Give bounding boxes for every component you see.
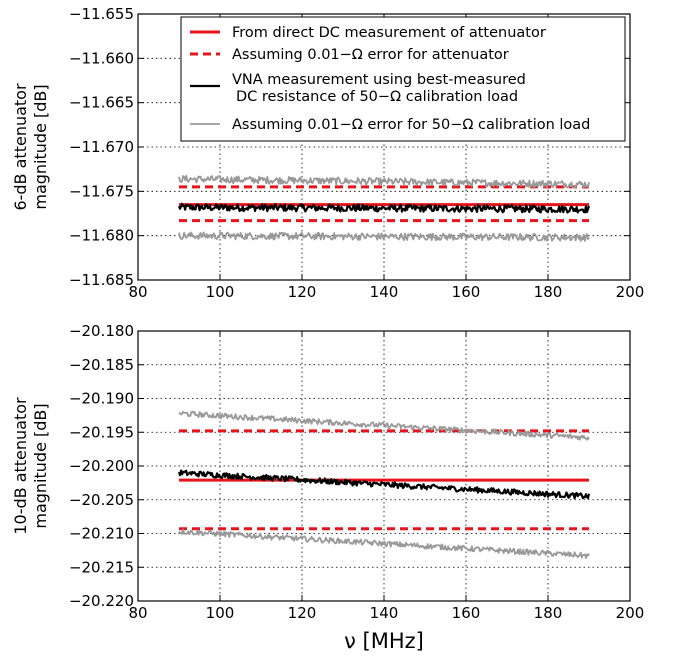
x-tick-label: 120 <box>288 283 317 301</box>
series-line <box>178 528 590 559</box>
y-tick-label: −20.200 <box>69 457 134 475</box>
y-tick-label: −20.210 <box>69 525 134 543</box>
legend-label: VNA measurement using best-measured <box>232 72 526 88</box>
top-panel-6db: 80 100 120 140 160 180 200 −11.655 −11.660 −11.66… <box>11 5 644 301</box>
x-tick-label: 200 <box>616 283 645 301</box>
y-tick-label: −11.670 <box>69 138 134 156</box>
series-line <box>178 174 590 189</box>
x-tick-label: 200 <box>616 604 645 622</box>
x-tick-label: 180 <box>534 604 563 622</box>
legend: From direct DC measurement of attenuator… <box>180 16 626 142</box>
y-axis-label: 6-dB attenuator <box>11 83 30 211</box>
x-tick-label: 100 <box>206 283 235 301</box>
x-tick-label: 80 <box>128 283 147 301</box>
y-tick-label: −11.660 <box>69 49 134 67</box>
y-tick-label: −20.180 <box>69 322 134 340</box>
y-tick-label: −20.185 <box>69 356 134 374</box>
legend-label: Assuming 0.01−Ω error for attenuator <box>232 47 509 63</box>
y-tick-label: −20.215 <box>69 558 134 576</box>
y-axis-label: magnitude [dB] <box>31 403 50 528</box>
y-axis-label: magnitude [dB] <box>31 84 50 209</box>
legend-label: From direct DC measurement of attenuator <box>232 25 546 41</box>
series-line <box>177 202 591 214</box>
x-tick-label: 100 <box>206 604 235 622</box>
y-tick-label: −20.195 <box>69 423 134 441</box>
y-tick-label: −20.190 <box>69 390 134 408</box>
bottom-panel-10db: 80 100 120 140 160 180 200 −20.180 −20.185 −20.19… <box>11 322 644 653</box>
y-tick-label: −20.220 <box>69 592 134 610</box>
y-tick-label: −20.205 <box>69 491 134 509</box>
x-tick-label: 120 <box>288 604 317 622</box>
x-tick-label: 140 <box>370 283 399 301</box>
x-axis-label: ν [MHz] <box>344 629 424 653</box>
x-tick-label: 80 <box>128 604 147 622</box>
y-tick-label: −11.680 <box>69 227 134 245</box>
x-tick-label: 160 <box>452 283 481 301</box>
y-tick-label: −11.675 <box>69 182 134 200</box>
y-axis-label: 10-dB attenuator <box>11 397 30 535</box>
x-tick-label: 180 <box>534 283 563 301</box>
y-tick-label: −11.685 <box>69 271 134 289</box>
series-line <box>178 410 590 441</box>
series-line <box>177 469 591 500</box>
legend-label: DC resistance of 50−Ω calibration load <box>236 89 518 105</box>
y-tick-label: −11.665 <box>69 94 134 112</box>
y-tick-label: −11.655 <box>69 5 134 23</box>
series-line <box>178 231 590 242</box>
x-tick-label: 140 <box>370 604 399 622</box>
x-tick-label: 160 <box>452 604 481 622</box>
legend-label: Assuming 0.01−Ω error for 50−Ω calibrati… <box>232 117 590 133</box>
